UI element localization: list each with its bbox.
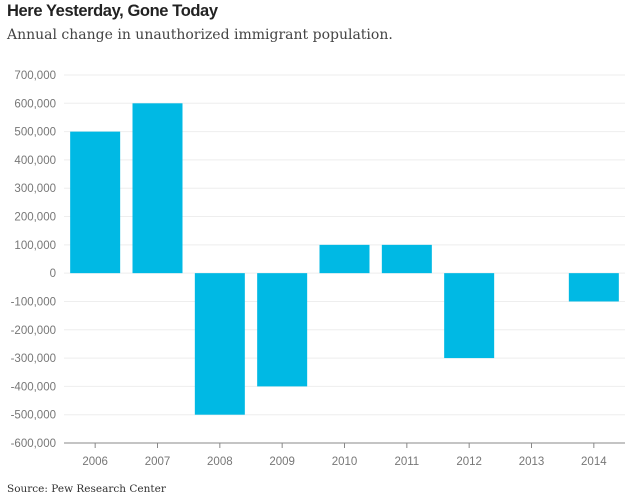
x-tick-label: 2012 <box>456 456 482 468</box>
y-tick-label: 300,000 <box>14 183 56 195</box>
bars <box>70 103 619 415</box>
y-tick-label: -100,000 <box>11 296 56 308</box>
chart-subtitle: Annual change in unauthorized immigrant … <box>7 27 393 43</box>
x-tick-label: 2009 <box>269 456 295 468</box>
x-tick-label: 2014 <box>581 456 607 468</box>
bar-2011 <box>381 244 432 274</box>
x-tick-label: 2006 <box>82 456 108 468</box>
x-axis: 2006 2007 2008 2009 2010 2011 2012 2013 2014 <box>64 442 625 468</box>
chart-title: Here Yesterday, Gone Today <box>7 2 218 20</box>
source-note: Source: Pew Research Center <box>7 483 166 495</box>
y-tick-label: -300,000 <box>11 353 56 365</box>
y-tick-label: 600,000 <box>14 98 56 110</box>
bar-2012 <box>444 273 495 359</box>
x-tick-label: 2013 <box>519 456 545 468</box>
y-tick-label: 500,000 <box>14 127 56 139</box>
y-axis-ticks: 700,000 600,000 500,000 400,000 300,000 200,0… <box>11 70 56 450</box>
bar-2007 <box>132 103 183 274</box>
x-tick-label: 2008 <box>207 456 233 468</box>
bar-2014 <box>568 273 619 302</box>
y-tick-label: 700,000 <box>14 70 56 82</box>
y-tick-label: 100,000 <box>14 240 56 252</box>
x-tick-label: 2010 <box>332 456 358 468</box>
y-tick-label: -500,000 <box>11 410 56 422</box>
y-tick-label: -200,000 <box>11 325 56 337</box>
bar-2006 <box>70 131 121 274</box>
y-tick-label: -600,000 <box>11 438 56 450</box>
bar-2009 <box>257 273 308 387</box>
x-tick-label: 2007 <box>145 456 171 468</box>
y-tick-label: -400,000 <box>11 381 56 393</box>
bar-2010 <box>319 244 370 274</box>
x-tick-label: 2011 <box>394 456 419 468</box>
bar-2008 <box>194 273 245 415</box>
y-tick-label: 0 <box>50 268 56 280</box>
y-tick-label: 400,000 <box>14 155 56 167</box>
y-tick-label: 200,000 <box>14 212 56 224</box>
